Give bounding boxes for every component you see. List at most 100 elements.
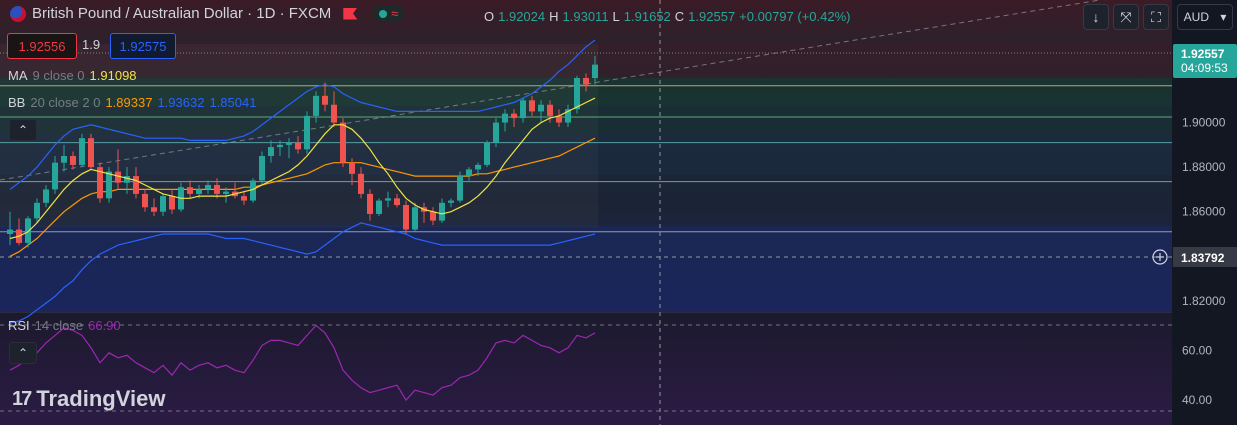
candle-body[interactable] [142,193,148,208]
collapse-legend-button[interactable]: ⌃ [9,119,37,141]
candle-body[interactable] [295,142,301,150]
candle-body[interactable] [133,176,139,194]
candle-body[interactable] [241,196,247,201]
candle-body[interactable] [466,169,472,177]
rsi-axis[interactable]: 40.00 60.00 [1182,343,1212,407]
candle-body[interactable] [259,156,265,181]
candle-body[interactable] [493,122,499,143]
symbol-title: British Pound / Australian Dollar · 1D ·… [32,5,332,22]
candle-body[interactable] [205,184,211,190]
flag-marker-icon[interactable] [343,7,358,20]
candle-body[interactable] [115,171,121,183]
low-value: 1.91652 [623,9,671,24]
candle-body[interactable] [592,64,598,78]
rsi-pane-background [0,313,1172,425]
candle-body[interactable] [403,205,409,230]
plus-icon[interactable] [1152,249,1168,265]
buy-button[interactable]: 1.92575 [110,33,176,59]
candle-body[interactable] [457,176,463,201]
candle-body[interactable] [349,162,355,174]
rsi-value: 66.90 [88,318,121,333]
candle-body[interactable] [340,122,346,163]
candle-body[interactable] [214,184,220,194]
candle-body[interactable] [250,180,256,201]
ma-legend[interactable]: MA 9 close 0 1.91098 [8,68,137,83]
candle-body[interactable] [448,200,454,203]
candle-body[interactable] [52,162,58,190]
candle-body[interactable] [502,113,508,123]
candle-body[interactable] [538,104,544,112]
sell-button[interactable]: 1.92556 [7,33,77,59]
chevron-down-icon: ▾ [1220,10,1227,24]
candle-body[interactable] [511,113,517,119]
candle-body[interactable] [70,156,76,165]
candle-body[interactable] [223,191,229,194]
candle-body[interactable] [385,198,391,201]
bb-legend[interactable]: BB 20 close 2 0 1.89337 1.93632 1.85041 [8,95,256,110]
candle-body[interactable] [331,104,337,123]
candle-body[interactable] [412,207,418,230]
symbol-header[interactable]: British Pound / Australian Dollar · 1D ·… [10,5,405,22]
candle-body[interactable] [79,138,85,165]
candle-body[interactable] [43,189,49,203]
high-value: 1.93011 [562,9,609,24]
candle-body[interactable] [439,202,445,221]
candle-body[interactable] [313,95,319,116]
candle-body[interactable] [367,193,373,214]
rsi-tick-label: 40.00 [1182,393,1212,407]
candle-body[interactable] [268,147,274,156]
candle-body[interactable] [529,100,535,112]
collapse-button[interactable]: ⤧ [1113,4,1139,30]
candle-body[interactable] [151,207,157,212]
candle-body[interactable] [358,173,364,194]
candle-body[interactable] [376,200,382,214]
candle-body[interactable] [25,218,31,243]
open-label: O [484,9,495,24]
candle-body[interactable] [61,156,67,163]
candle-body[interactable] [547,104,553,116]
currency-select[interactable]: AUD ▾ [1177,4,1233,30]
candle-body[interactable] [556,115,562,123]
candle-body[interactable] [475,164,481,170]
price-tick-label: 1.86000 [1182,205,1226,219]
candle-body[interactable] [322,95,328,105]
candle-body[interactable] [160,196,166,212]
candle-body[interactable] [7,229,13,234]
candle-body[interactable] [430,211,436,221]
candle-body[interactable] [394,198,400,206]
rsi-legend[interactable]: RSI 14 close 66.90 [8,318,121,333]
candle-body[interactable] [187,187,193,194]
chevron-up-icon: ⌃ [17,123,29,137]
candle-body[interactable] [583,78,589,85]
price-tick-label: 1.90000 [1182,116,1226,130]
buy-price: 1.92575 [119,38,167,54]
chevron-up-icon: ⌃ [17,346,29,360]
candle-body[interactable] [574,78,580,110]
trend-line[interactable] [0,0,1101,181]
bb-name: BB [8,95,26,110]
bb-lower-line [9,222,596,324]
candle-body[interactable] [34,202,40,219]
candlesticks[interactable] [7,55,598,248]
candle-body[interactable] [565,109,571,123]
candle-body[interactable] [88,138,94,168]
collapse-rsi-button[interactable]: ⌃ [9,342,37,364]
candle-body[interactable] [304,115,310,150]
market-status-pill[interactable]: ≈ [373,5,405,22]
candle-body[interactable] [277,144,283,148]
candle-body[interactable] [124,176,130,183]
candle-body[interactable] [484,142,490,165]
candle-body[interactable] [169,196,175,210]
candle-body[interactable] [520,100,526,119]
candle-body[interactable] [196,189,202,194]
countdown-label: 04:09:53 [1181,61,1228,75]
candle-body[interactable] [97,167,103,199]
candle-body[interactable] [286,142,292,145]
scroll-down-button[interactable]: ↓ [1083,4,1109,30]
candle-body[interactable] [106,171,112,199]
bb-upper-value: 1.93632 [157,95,205,110]
fullscreen-button[interactable]: ⛶ [1143,4,1169,30]
wave-icon: ≈ [391,6,399,21]
currency-flag-icon [10,5,26,22]
